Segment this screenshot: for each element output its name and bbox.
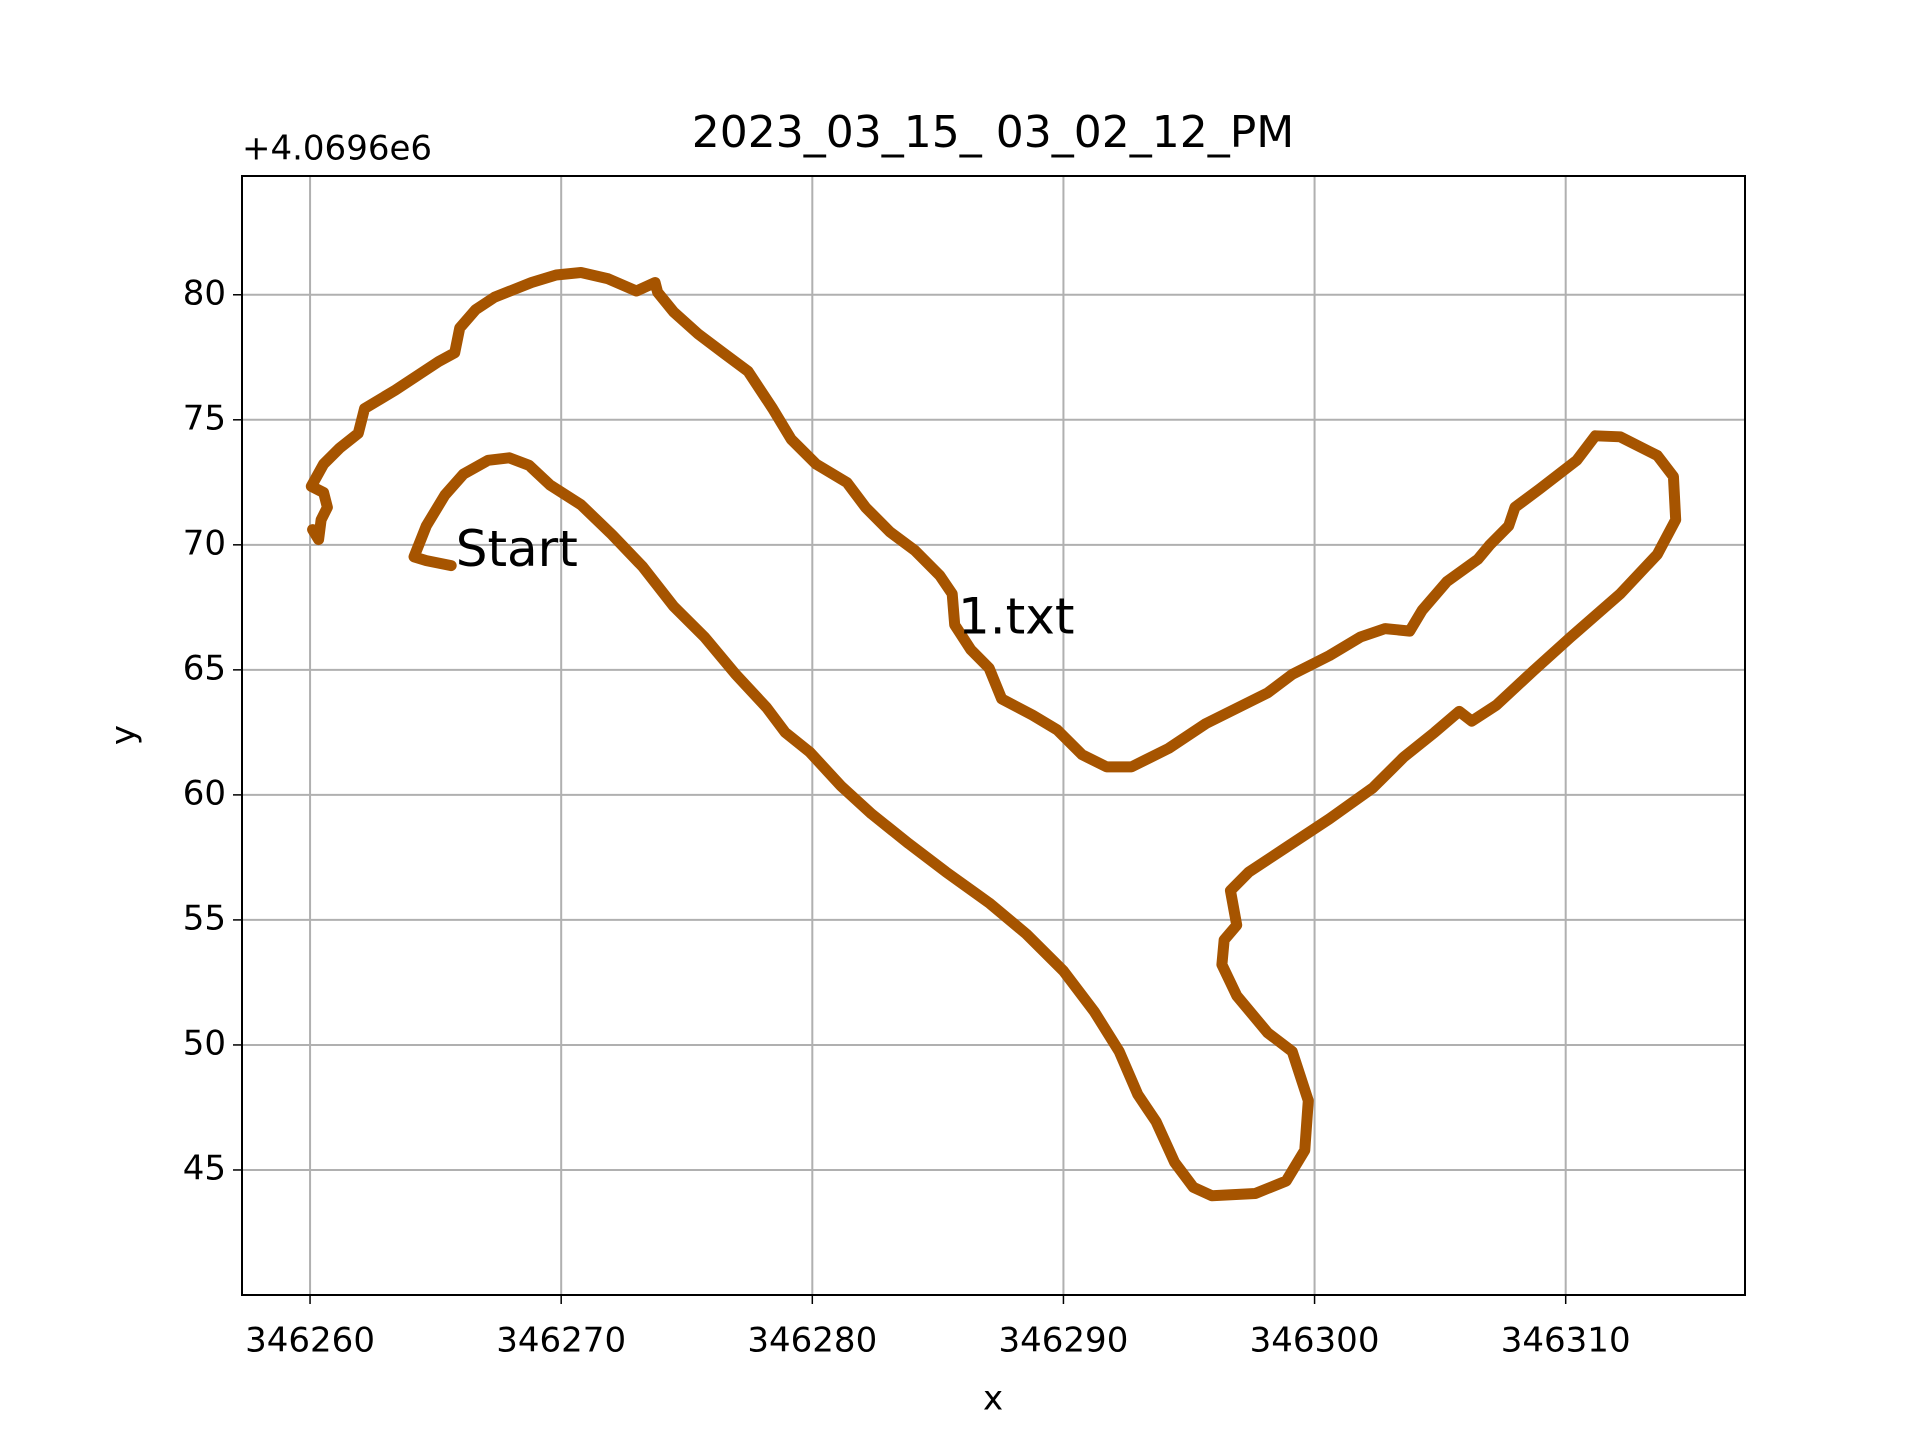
- annotation: 1.txt: [958, 587, 1075, 645]
- y-tick-label: 60: [183, 773, 226, 813]
- x-tick-label: 346310: [1501, 1321, 1631, 1361]
- y-tick-label: 50: [183, 1023, 226, 1063]
- y-offset-label: +4.0696e6: [242, 129, 432, 169]
- x-tick-label: 346270: [496, 1321, 626, 1361]
- y-tick-label: 75: [183, 398, 226, 438]
- x-tick-label: 346260: [245, 1321, 375, 1361]
- y-tick-label: 70: [183, 523, 226, 563]
- x-tick-label: 346290: [999, 1321, 1129, 1361]
- y-tick-label: 65: [183, 648, 226, 688]
- x-tick-label: 346300: [1250, 1321, 1380, 1361]
- trajectory-line: [305, 267, 1682, 1202]
- y-tick-label: 55: [183, 898, 226, 938]
- y-tick-label: 45: [183, 1148, 226, 1188]
- plot-frame: [241, 175, 1746, 1296]
- x-axis-label: x: [983, 1379, 1003, 1419]
- x-tick-label: 346280: [747, 1321, 877, 1361]
- y-tick-label: 80: [183, 273, 226, 313]
- chart-title: 2023_03_15_ 03_02_12_PM: [692, 107, 1294, 158]
- annotation: Start: [456, 520, 578, 578]
- y-axis-label: y: [104, 725, 144, 745]
